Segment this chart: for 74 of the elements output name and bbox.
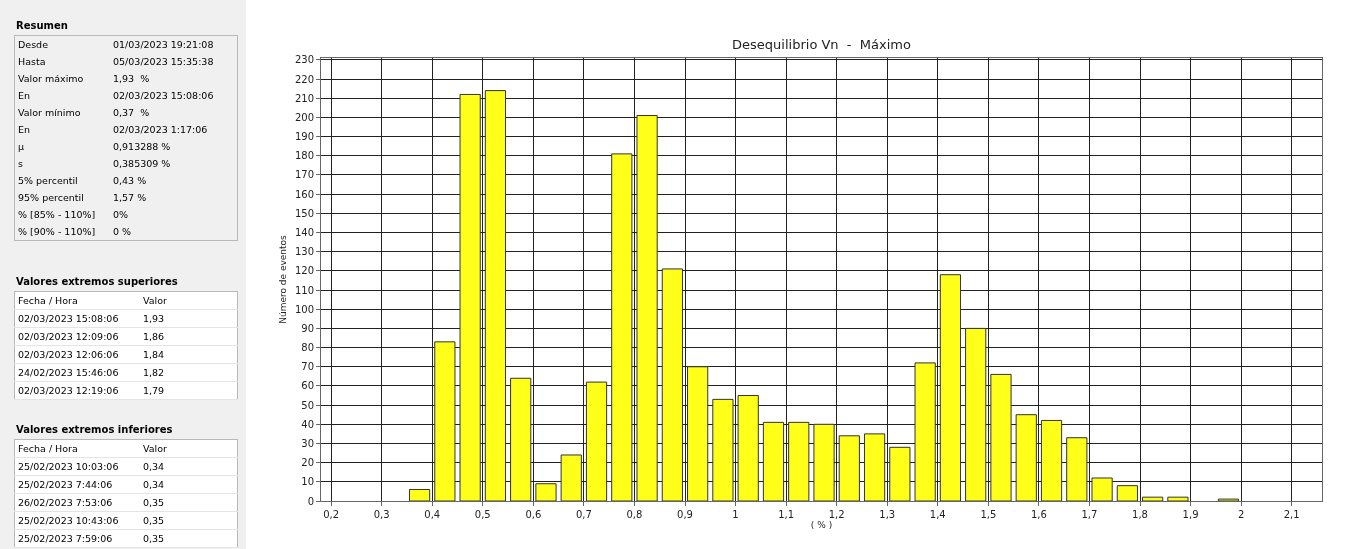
text: En 02/03/2023 1:17:06	[18, 124, 208, 135]
y-tick-label: 190	[294, 131, 314, 143]
y-tick-label: 80	[301, 342, 314, 354]
y-tick-label: 90	[301, 322, 314, 334]
x-tick-label: 1	[732, 509, 739, 520]
text: Desde 01/03/2023 19:21:08	[18, 39, 214, 50]
text: 25/02/2023 10:03:06 0,34	[18, 461, 165, 472]
text: Resumen	[16, 20, 69, 31]
y-tick-label: 30	[301, 437, 314, 449]
y-tick-label: 120	[294, 265, 314, 277]
x-tick-label: 2	[1237, 509, 1245, 520]
y-tick-label: 160	[294, 188, 314, 200]
y-tick-label: 180	[294, 150, 314, 162]
x-tick-label: 0,5	[474, 509, 491, 520]
y-tick-label: 230	[294, 54, 314, 66]
y-tick-label: 50	[301, 399, 314, 411]
text: % [90% - 110%] 0 %	[18, 226, 132, 237]
text: 02/03/2023 15:08:06 1,93	[18, 313, 165, 324]
x-tick-label: 0,7	[575, 509, 592, 520]
x-tick-label: 1,2	[828, 509, 845, 520]
text: 26/02/2023 7:53:06 0,35	[18, 497, 165, 508]
y-tick-label: 200	[294, 111, 314, 123]
text: 24/02/2023 15:46:06 1,82	[18, 367, 165, 378]
text: 95% percentil 1,57 %	[18, 192, 147, 203]
y-tick-label: 40	[301, 418, 314, 430]
x-tick-label: 1,3	[879, 509, 896, 520]
text: Valor máximo 1,93 %	[18, 73, 150, 84]
text: 25/02/2023 7:44:06 0,34	[18, 479, 165, 490]
text: Fecha / Hora Valor	[18, 295, 167, 306]
text: Valor mínimo 0,37 %	[18, 107, 150, 118]
y-tick-label: 130	[294, 246, 314, 258]
text: Valores extremos superiores	[16, 276, 179, 287]
y-tick-label: 60	[301, 380, 314, 392]
x-tick-label: 0,3	[373, 509, 390, 520]
text: 02/03/2023 12:09:06 1,86	[18, 331, 165, 342]
y-tick-label: 20	[301, 457, 314, 469]
y-tick-label: 0	[307, 495, 314, 507]
x-tick-label: 2,1	[1283, 509, 1300, 520]
x-tick-label: 0,6	[525, 509, 542, 520]
y-tick-label: 70	[301, 361, 314, 373]
y-tick-label: 220	[294, 73, 314, 85]
x-tick-label: 1,1	[778, 509, 795, 520]
text: μ 0,913288 %	[18, 141, 171, 152]
y-axis-title: Número de eventos	[278, 234, 289, 324]
y-tick-label: 150	[294, 207, 314, 219]
x-tick-label: 1,7	[1081, 509, 1098, 520]
x-tick-label: 1,9	[1182, 509, 1199, 520]
text: Fecha / Hora Valor	[18, 443, 167, 454]
text: s 0,385309 %	[18, 158, 171, 169]
x-tick-label: 1,6	[1030, 509, 1047, 520]
text: 5% percentil 0,43 %	[18, 175, 147, 186]
text: 02/03/2023 12:19:06 1,79	[18, 385, 165, 396]
text: Hasta 05/03/2023 15:35:38	[18, 56, 214, 67]
x-tick-label: 0,9	[677, 509, 693, 520]
y-tick-label: 170	[294, 169, 314, 181]
text: % [85% - 110%] 0%	[18, 209, 129, 220]
y-tick-label: 210	[294, 92, 314, 104]
text: En 02/03/2023 15:08:06	[18, 90, 214, 101]
x-axis-title: ( % )	[810, 520, 833, 530]
y-tick-label: 140	[294, 227, 314, 239]
text: 02/03/2023 12:06:06 1,84	[18, 349, 165, 360]
text: 25/02/2023 7:59:06 0,35	[18, 533, 165, 544]
chart-title: Desequilibrio Vn - Máximo	[732, 36, 911, 52]
x-tick-label: 0,8	[626, 509, 643, 520]
x-tick-label: 0,2	[323, 509, 340, 520]
text: Valores extremos inferiores	[16, 424, 174, 435]
text: 25/02/2023 10:43:06 0,35	[18, 515, 165, 526]
x-tick-label: 1,8	[1132, 509, 1148, 520]
x-tick-label: 0,4	[424, 509, 441, 520]
y-tick-label: 110	[294, 284, 314, 296]
x-tick-label: 1,5	[980, 509, 997, 520]
y-tick-label: 10	[301, 476, 314, 488]
y-tick-label: 100	[294, 303, 314, 315]
x-tick-label: 1,4	[929, 509, 946, 520]
